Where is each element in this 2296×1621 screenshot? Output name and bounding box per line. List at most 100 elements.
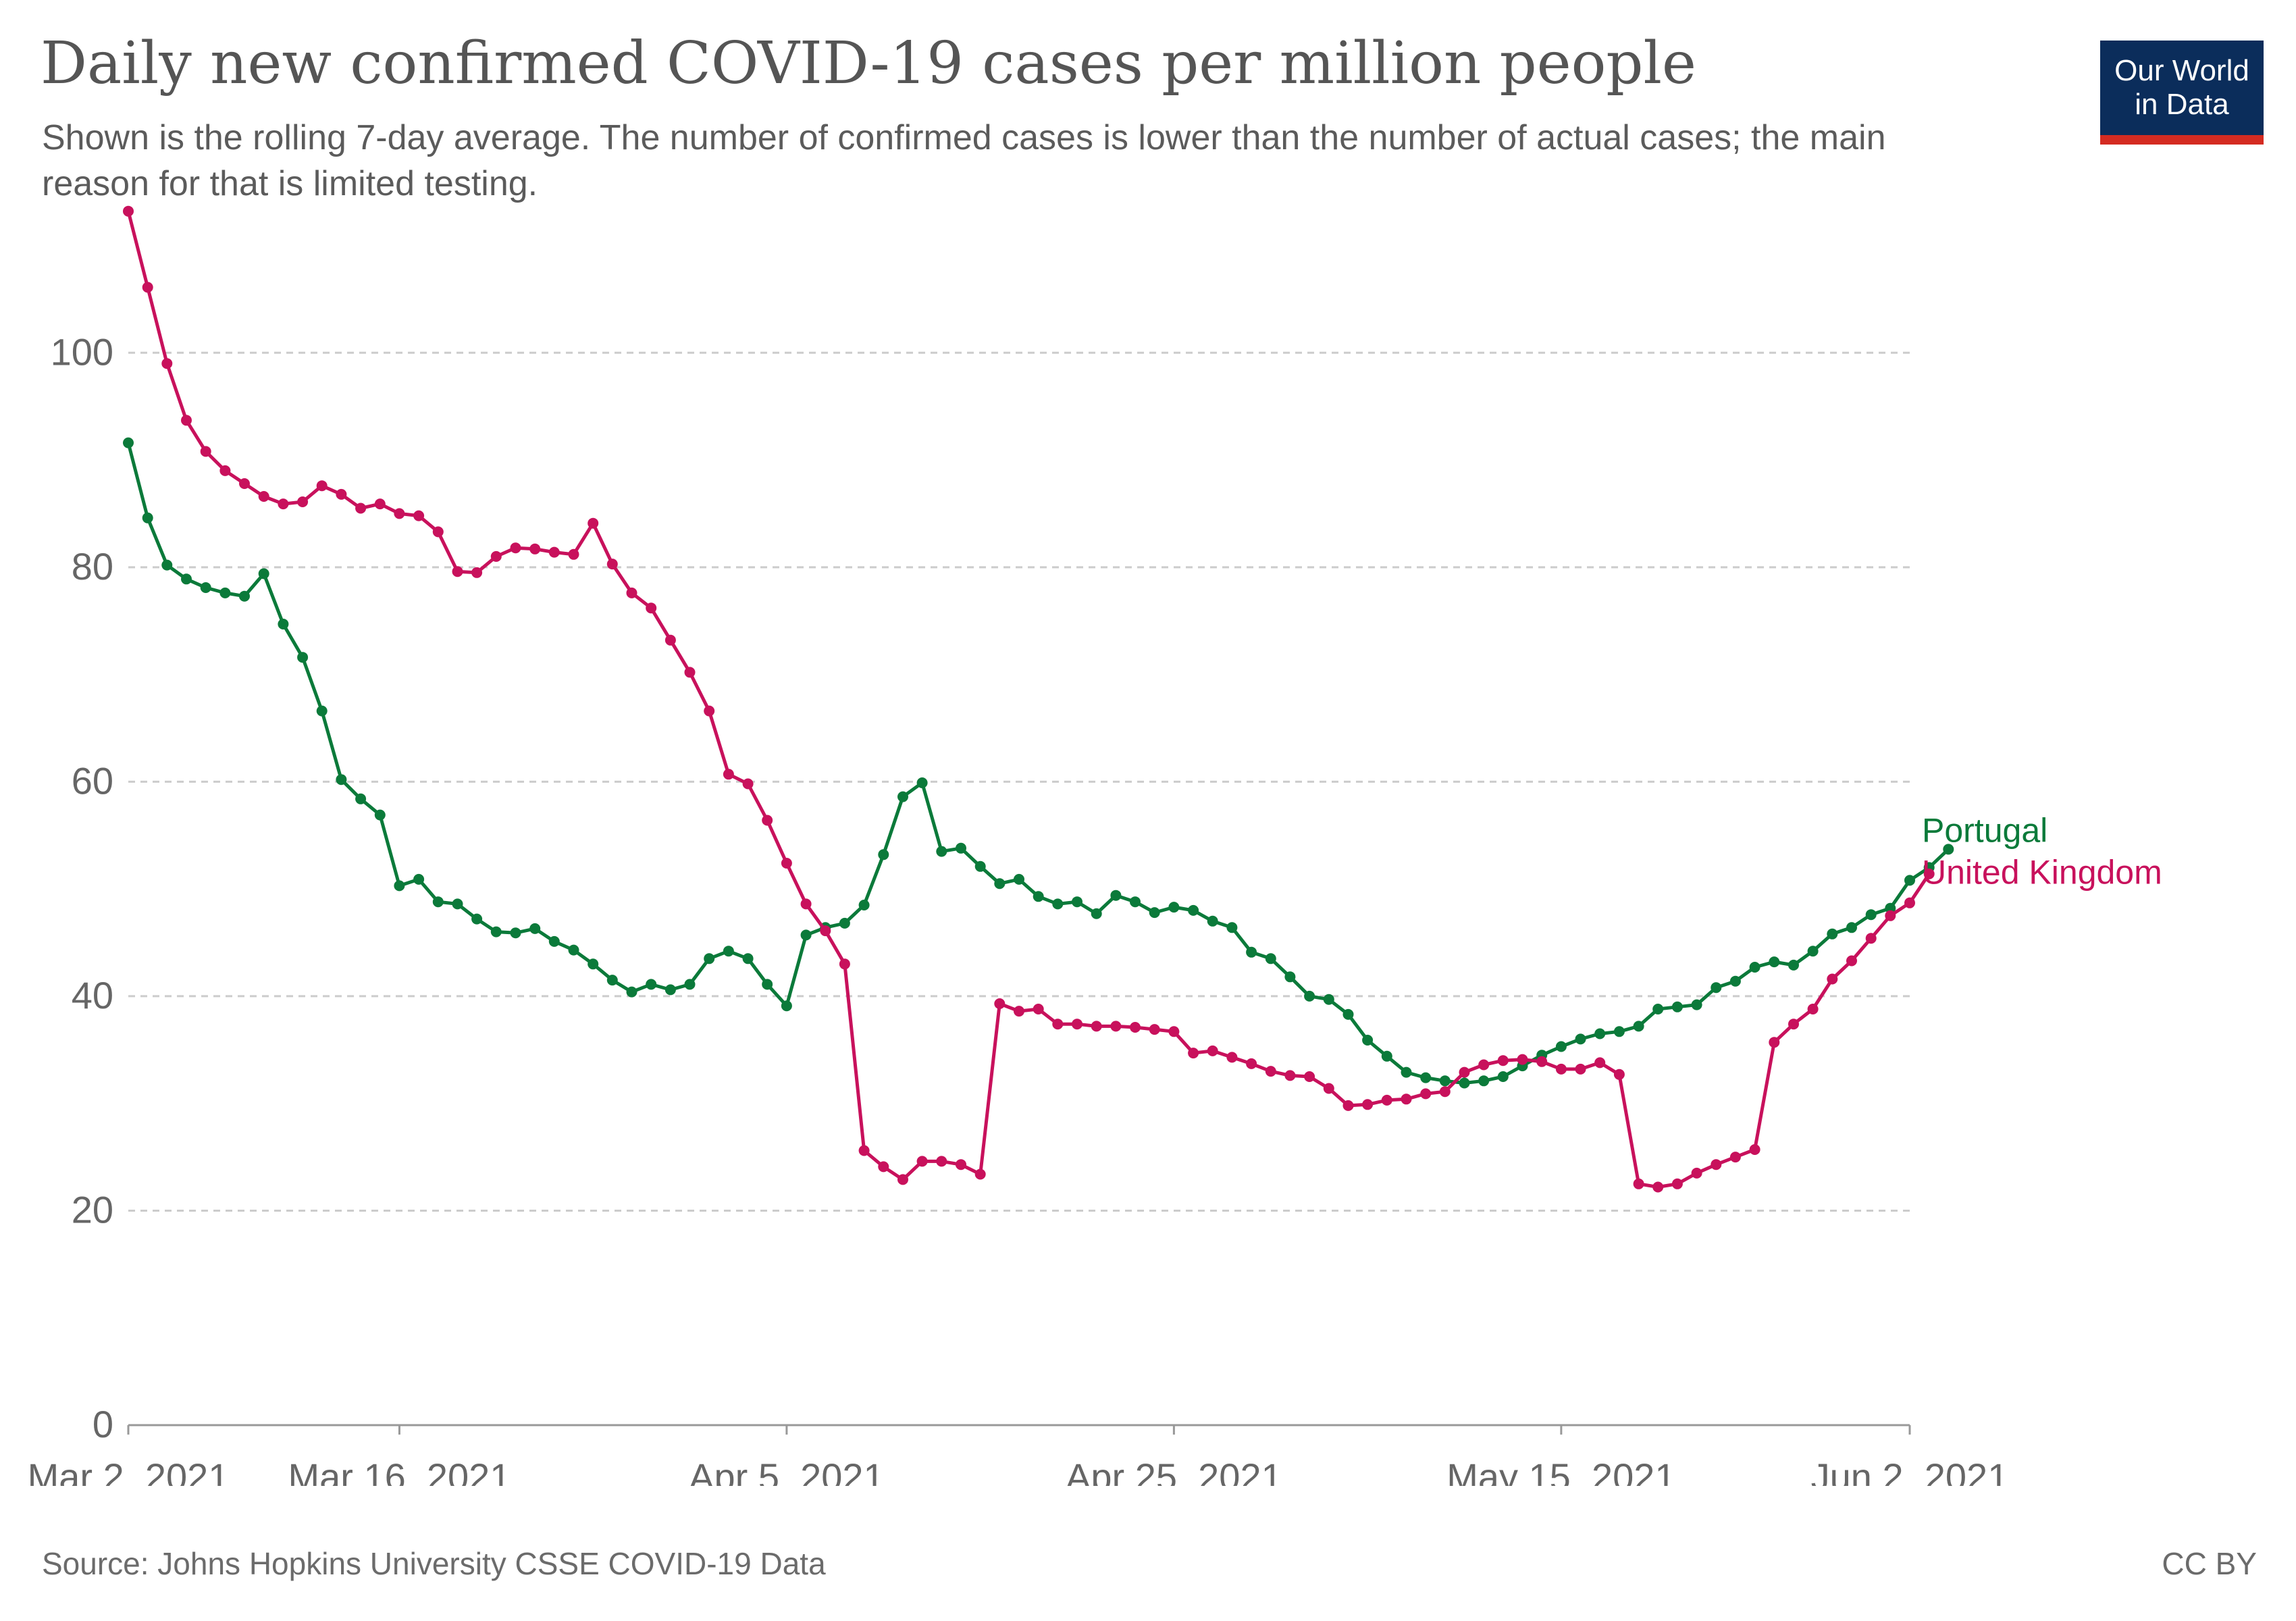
data-point[interactable]: [820, 925, 831, 937]
data-point[interactable]: [1904, 875, 1915, 886]
data-point[interactable]: [1594, 1057, 1606, 1069]
data-point[interactable]: [1130, 896, 1141, 908]
data-point[interactable]: [1246, 946, 1257, 958]
data-point[interactable]: [142, 282, 153, 293]
data-point[interactable]: [490, 926, 502, 937]
data-point[interactable]: [626, 587, 637, 598]
data-point[interactable]: [1769, 1037, 1780, 1048]
data-point[interactable]: [1168, 1026, 1180, 1037]
data-point[interactable]: [394, 880, 405, 892]
data-point[interactable]: [1633, 1021, 1644, 1032]
data-point[interactable]: [1788, 959, 1799, 971]
data-point[interactable]: [646, 602, 657, 614]
data-point[interactable]: [1149, 1024, 1160, 1035]
data-point[interactable]: [684, 667, 696, 678]
data-point[interactable]: [490, 550, 502, 562]
data-point[interactable]: [664, 634, 676, 646]
data-point[interactable]: [1459, 1077, 1470, 1089]
data-point[interactable]: [956, 842, 966, 854]
data-point[interactable]: [956, 1159, 966, 1170]
data-point[interactable]: [1633, 1178, 1644, 1189]
data-point[interactable]: [974, 1168, 986, 1180]
data-point[interactable]: [374, 809, 386, 821]
data-point[interactable]: [1226, 922, 1238, 933]
data-point[interactable]: [1536, 1056, 1548, 1067]
data-point[interactable]: [355, 793, 367, 804]
data-point[interactable]: [1478, 1059, 1490, 1071]
data-point[interactable]: [1459, 1066, 1470, 1078]
data-point[interactable]: [1613, 1026, 1625, 1037]
data-point[interactable]: [1226, 1052, 1238, 1063]
data-point[interactable]: [994, 878, 1006, 890]
data-point[interactable]: [1807, 946, 1819, 957]
data-point[interactable]: [1613, 1069, 1625, 1080]
data-point[interactable]: [1575, 1033, 1586, 1045]
data-point[interactable]: [800, 898, 812, 910]
data-point[interactable]: [1284, 1070, 1296, 1081]
data-point[interactable]: [1072, 896, 1082, 908]
data-point[interactable]: [1110, 890, 1122, 901]
data-point[interactable]: [1711, 982, 1722, 994]
data-point[interactable]: [1652, 1181, 1664, 1193]
data-point[interactable]: [878, 1161, 889, 1173]
series-label-united-kingdom[interactable]: United Kingdom: [1922, 854, 2162, 892]
data-point[interactable]: [452, 898, 463, 910]
data-point[interactable]: [839, 958, 850, 970]
data-point[interactable]: [1265, 1066, 1276, 1077]
data-point[interactable]: [239, 478, 250, 489]
data-point[interactable]: [1807, 1004, 1819, 1014]
data-point[interactable]: [1729, 975, 1741, 987]
data-point[interactable]: [355, 503, 367, 514]
data-point[interactable]: [471, 567, 483, 578]
series-label-portugal[interactable]: Portugal: [1922, 812, 2047, 850]
data-point[interactable]: [762, 815, 773, 826]
data-point[interactable]: [568, 944, 579, 956]
data-point[interactable]: [432, 526, 444, 538]
data-point[interactable]: [1827, 973, 1838, 985]
data-point[interactable]: [1478, 1075, 1490, 1087]
data-point[interactable]: [1439, 1086, 1451, 1098]
data-point[interactable]: [762, 979, 773, 990]
data-point[interactable]: [1401, 1066, 1412, 1078]
data-point[interactable]: [1671, 1178, 1683, 1189]
data-point[interactable]: [529, 923, 541, 934]
data-point[interactable]: [1749, 1144, 1760, 1155]
data-point[interactable]: [742, 953, 754, 964]
data-point[interactable]: [1691, 999, 1702, 1010]
data-point[interactable]: [394, 508, 405, 519]
data-point[interactable]: [646, 979, 657, 990]
data-point[interactable]: [1729, 1152, 1741, 1163]
data-point[interactable]: [723, 769, 734, 780]
series-line[interactable]: [126, 211, 1931, 1189]
data-point[interactable]: [278, 498, 289, 510]
data-point[interactable]: [1420, 1088, 1432, 1100]
data-point[interactable]: [1342, 1100, 1354, 1111]
data-point[interactable]: [704, 953, 715, 964]
data-point[interactable]: [123, 437, 134, 448]
data-point[interactable]: [1207, 915, 1218, 927]
data-point[interactable]: [1362, 1099, 1374, 1110]
data-point[interactable]: [1072, 1019, 1082, 1030]
data-point[interactable]: [1304, 990, 1315, 1002]
data-point[interactable]: [916, 777, 928, 788]
data-point[interactable]: [606, 975, 618, 986]
data-point[interactable]: [1943, 844, 1954, 855]
data-point[interactable]: [1885, 910, 1896, 921]
data-point[interactable]: [161, 559, 173, 571]
data-point[interactable]: [897, 1174, 908, 1185]
data-point[interactable]: [1749, 962, 1760, 973]
data-point[interactable]: [974, 860, 986, 872]
data-point[interactable]: [994, 998, 1006, 1009]
data-point[interactable]: [1517, 1054, 1528, 1065]
data-point[interactable]: [529, 543, 541, 555]
data-point[interactable]: [1439, 1075, 1451, 1087]
data-point[interactable]: [1711, 1159, 1722, 1170]
data-point[interactable]: [1091, 1021, 1102, 1032]
data-point[interactable]: [1014, 1006, 1024, 1017]
data-point[interactable]: [200, 446, 211, 457]
data-point[interactable]: [1923, 868, 1935, 879]
data-point[interactable]: [1130, 1022, 1141, 1033]
data-point[interactable]: [1033, 891, 1044, 902]
data-point[interactable]: [1091, 908, 1102, 919]
data-point[interactable]: [1052, 1019, 1064, 1030]
